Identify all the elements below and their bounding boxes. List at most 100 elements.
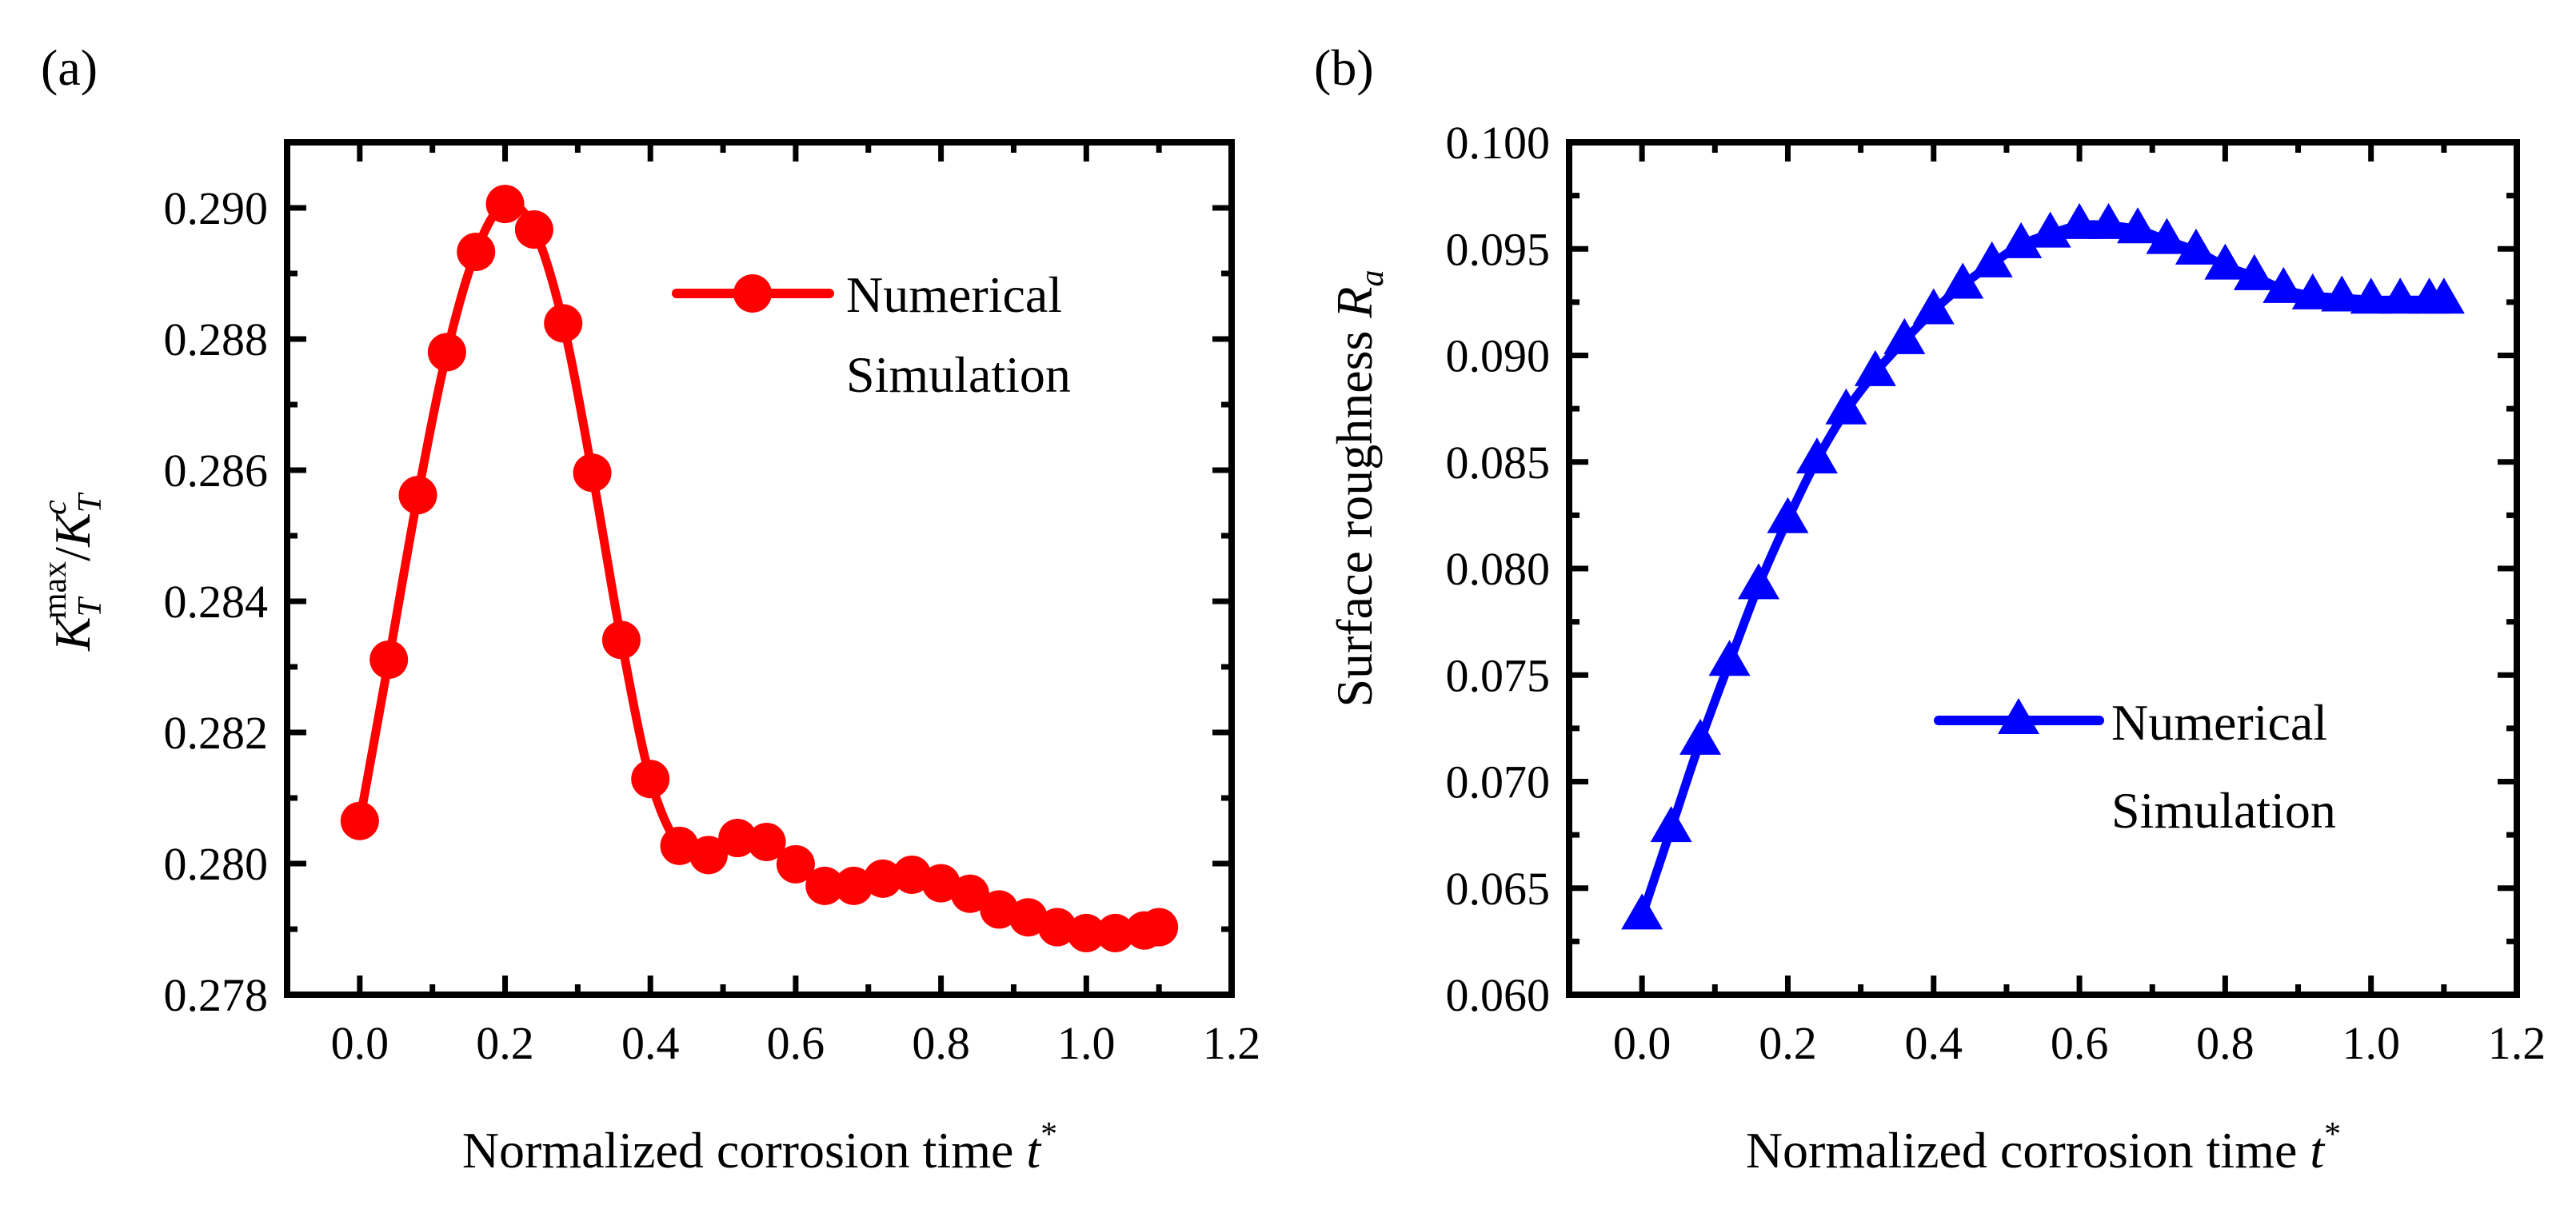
x-axis-title-text: Normalized corrosion time — [462, 1122, 1014, 1179]
y-tick-label: 0.100 — [1446, 117, 1551, 169]
data-point-circle — [573, 453, 612, 493]
y-axis-sep: / — [44, 547, 101, 561]
y-axis-var: R — [1326, 286, 1383, 318]
data-point-triangle — [1650, 806, 1692, 843]
data-point-circle — [950, 874, 989, 913]
data-point-triangle — [1738, 563, 1779, 600]
data-point-circle — [1008, 898, 1048, 937]
data-point-triangle — [2204, 243, 2247, 280]
panel-a-ticks: 0.0 0.2 0.4 0.6 0.8 1.0 1.2 0.278 0.280 0.282 0.28… — [164, 142, 1261, 1069]
y-tick-label: 0.290 — [164, 182, 269, 234]
y-tick-label: 0.282 — [164, 707, 269, 759]
data-point-triangle — [2087, 202, 2130, 239]
data-point-triangle — [2175, 228, 2217, 265]
x-tick-label: 0.6 — [2051, 1017, 2109, 1069]
y-tick-label: 0.085 — [1446, 437, 1551, 489]
y-tick-label: 0.278 — [164, 969, 269, 1021]
panel-a-chart: (a) 0.0 0.2 0.4 0.6 0.8 1.0 1.2 0.278 0.280 0.282… — [37, 39, 1260, 1179]
legend-triangle-marker — [1998, 698, 2039, 734]
data-point-triangle — [2291, 273, 2334, 309]
x-tick-label: 0.8 — [2196, 1017, 2254, 1069]
data-point-circle — [340, 801, 379, 840]
data-point-triangle — [1708, 640, 1751, 676]
x-tick-label: 1.0 — [2342, 1017, 2400, 1069]
data-point-circle — [863, 859, 902, 898]
data-point-triangle — [2379, 277, 2422, 314]
y-axis-text: Surface roughness — [1326, 331, 1383, 708]
y-tick-label: 0.286 — [164, 445, 269, 497]
x-tick-label: 0.4 — [1905, 1017, 1963, 1069]
x-axis-title-var: t — [1026, 1122, 1042, 1179]
x-tick-label: 0.8 — [912, 1017, 970, 1069]
data-point-triangle — [1767, 497, 1809, 533]
x-tick-label: 0.2 — [1759, 1017, 1817, 1069]
data-point-triangle — [2117, 207, 2159, 244]
data-point-circle — [834, 866, 873, 905]
data-point-circle — [1140, 908, 1179, 947]
data-point-circle — [1067, 913, 1106, 952]
legend-circle-marker — [733, 274, 772, 313]
panel-b-x-axis-title: Normalized corrosion time t* — [1746, 1116, 2341, 1179]
data-point-triangle — [1795, 437, 1838, 474]
x-axis-title-text: Normalized corrosion time — [1746, 1122, 2298, 1179]
y-axis-sub2: T — [72, 492, 109, 513]
data-point-triangle — [1854, 349, 1896, 386]
y-axis-sub: T — [72, 596, 109, 616]
data-point-circle — [689, 836, 728, 875]
y-tick-label: 0.075 — [1446, 649, 1551, 701]
panel-a-plot-frame — [284, 139, 1235, 998]
panel-a-y-axis-title: KTmax/KTc — [37, 492, 109, 652]
data-point-triangle — [1912, 288, 1955, 325]
data-point-circle — [776, 844, 815, 884]
x-tick-label: 0.0 — [331, 1017, 389, 1069]
data-point-triangle — [1971, 241, 2013, 277]
data-point-triangle — [1883, 317, 1926, 354]
data-point-circle — [514, 210, 553, 249]
x-tick-label: 1.2 — [2488, 1017, 2546, 1069]
x-axis-title-sup: * — [2324, 1116, 2341, 1153]
y-axis-k2: K — [44, 510, 101, 548]
data-point-triangle — [2262, 266, 2305, 303]
panel-b-y-axis-title: Surface roughness Ra — [1326, 269, 1391, 707]
y-tick-label: 0.080 — [1446, 543, 1551, 595]
legend-text-line1: Numerical — [2111, 694, 2327, 751]
x-tick-label: 0.0 — [1613, 1017, 1671, 1069]
y-axis-sup: max — [37, 561, 74, 619]
y-tick-label: 0.284 — [164, 576, 269, 628]
data-point-triangle — [2233, 253, 2275, 290]
data-point-triangle — [1621, 893, 1663, 930]
data-point-circle — [718, 819, 757, 858]
panel-b-chart: (b) 0.0 0.2 0.4 0.6 0.8 1.0 1.2 0.060 0.065 0.070… — [1314, 39, 2546, 1179]
data-point-circle — [1037, 908, 1076, 947]
data-point-circle — [457, 232, 496, 271]
x-tick-label: 0.4 — [621, 1017, 680, 1069]
y-tick-label: 0.090 — [1446, 330, 1551, 382]
data-point-circle — [544, 304, 583, 343]
data-point-triangle — [2321, 275, 2363, 312]
panel-a-legend: Numerical Simulation — [672, 266, 1071, 403]
legend-text-line1: Numerical — [846, 266, 1062, 323]
x-tick-label: 1.2 — [1203, 1017, 1261, 1069]
data-point-circle — [601, 620, 641, 660]
data-point-triangle — [2350, 277, 2392, 314]
data-point-circle — [805, 866, 845, 905]
panel-b-series — [1621, 202, 2465, 930]
x-tick-label: 0.6 — [767, 1017, 825, 1069]
panel-b-ticks: 0.0 0.2 0.4 0.6 0.8 1.0 1.2 0.060 0.065 0.070 0.07… — [1446, 117, 2546, 1069]
data-point-triangle — [2059, 202, 2101, 239]
data-point-circle — [631, 760, 670, 799]
y-axis-sup2: c — [37, 500, 74, 515]
data-point-triangle — [2000, 221, 2043, 258]
data-point-circle — [660, 826, 699, 865]
data-point-triangle — [1942, 262, 1984, 299]
panel-b-plot-frame — [1566, 139, 2520, 998]
y-tick-label: 0.070 — [1446, 756, 1551, 808]
panel-label-a: (a) — [41, 39, 98, 96]
y-tick-label: 0.095 — [1446, 223, 1551, 275]
panel-a-x-axis-title: Normalized corrosion time t* — [462, 1116, 1057, 1179]
panel-b-legend: Numerical Simulation — [1934, 694, 2336, 839]
x-tick-label: 0.2 — [476, 1017, 534, 1069]
y-tick-label: 0.065 — [1446, 863, 1551, 915]
panel-a-series — [340, 185, 1179, 952]
y-axis-k: K — [44, 614, 101, 652]
